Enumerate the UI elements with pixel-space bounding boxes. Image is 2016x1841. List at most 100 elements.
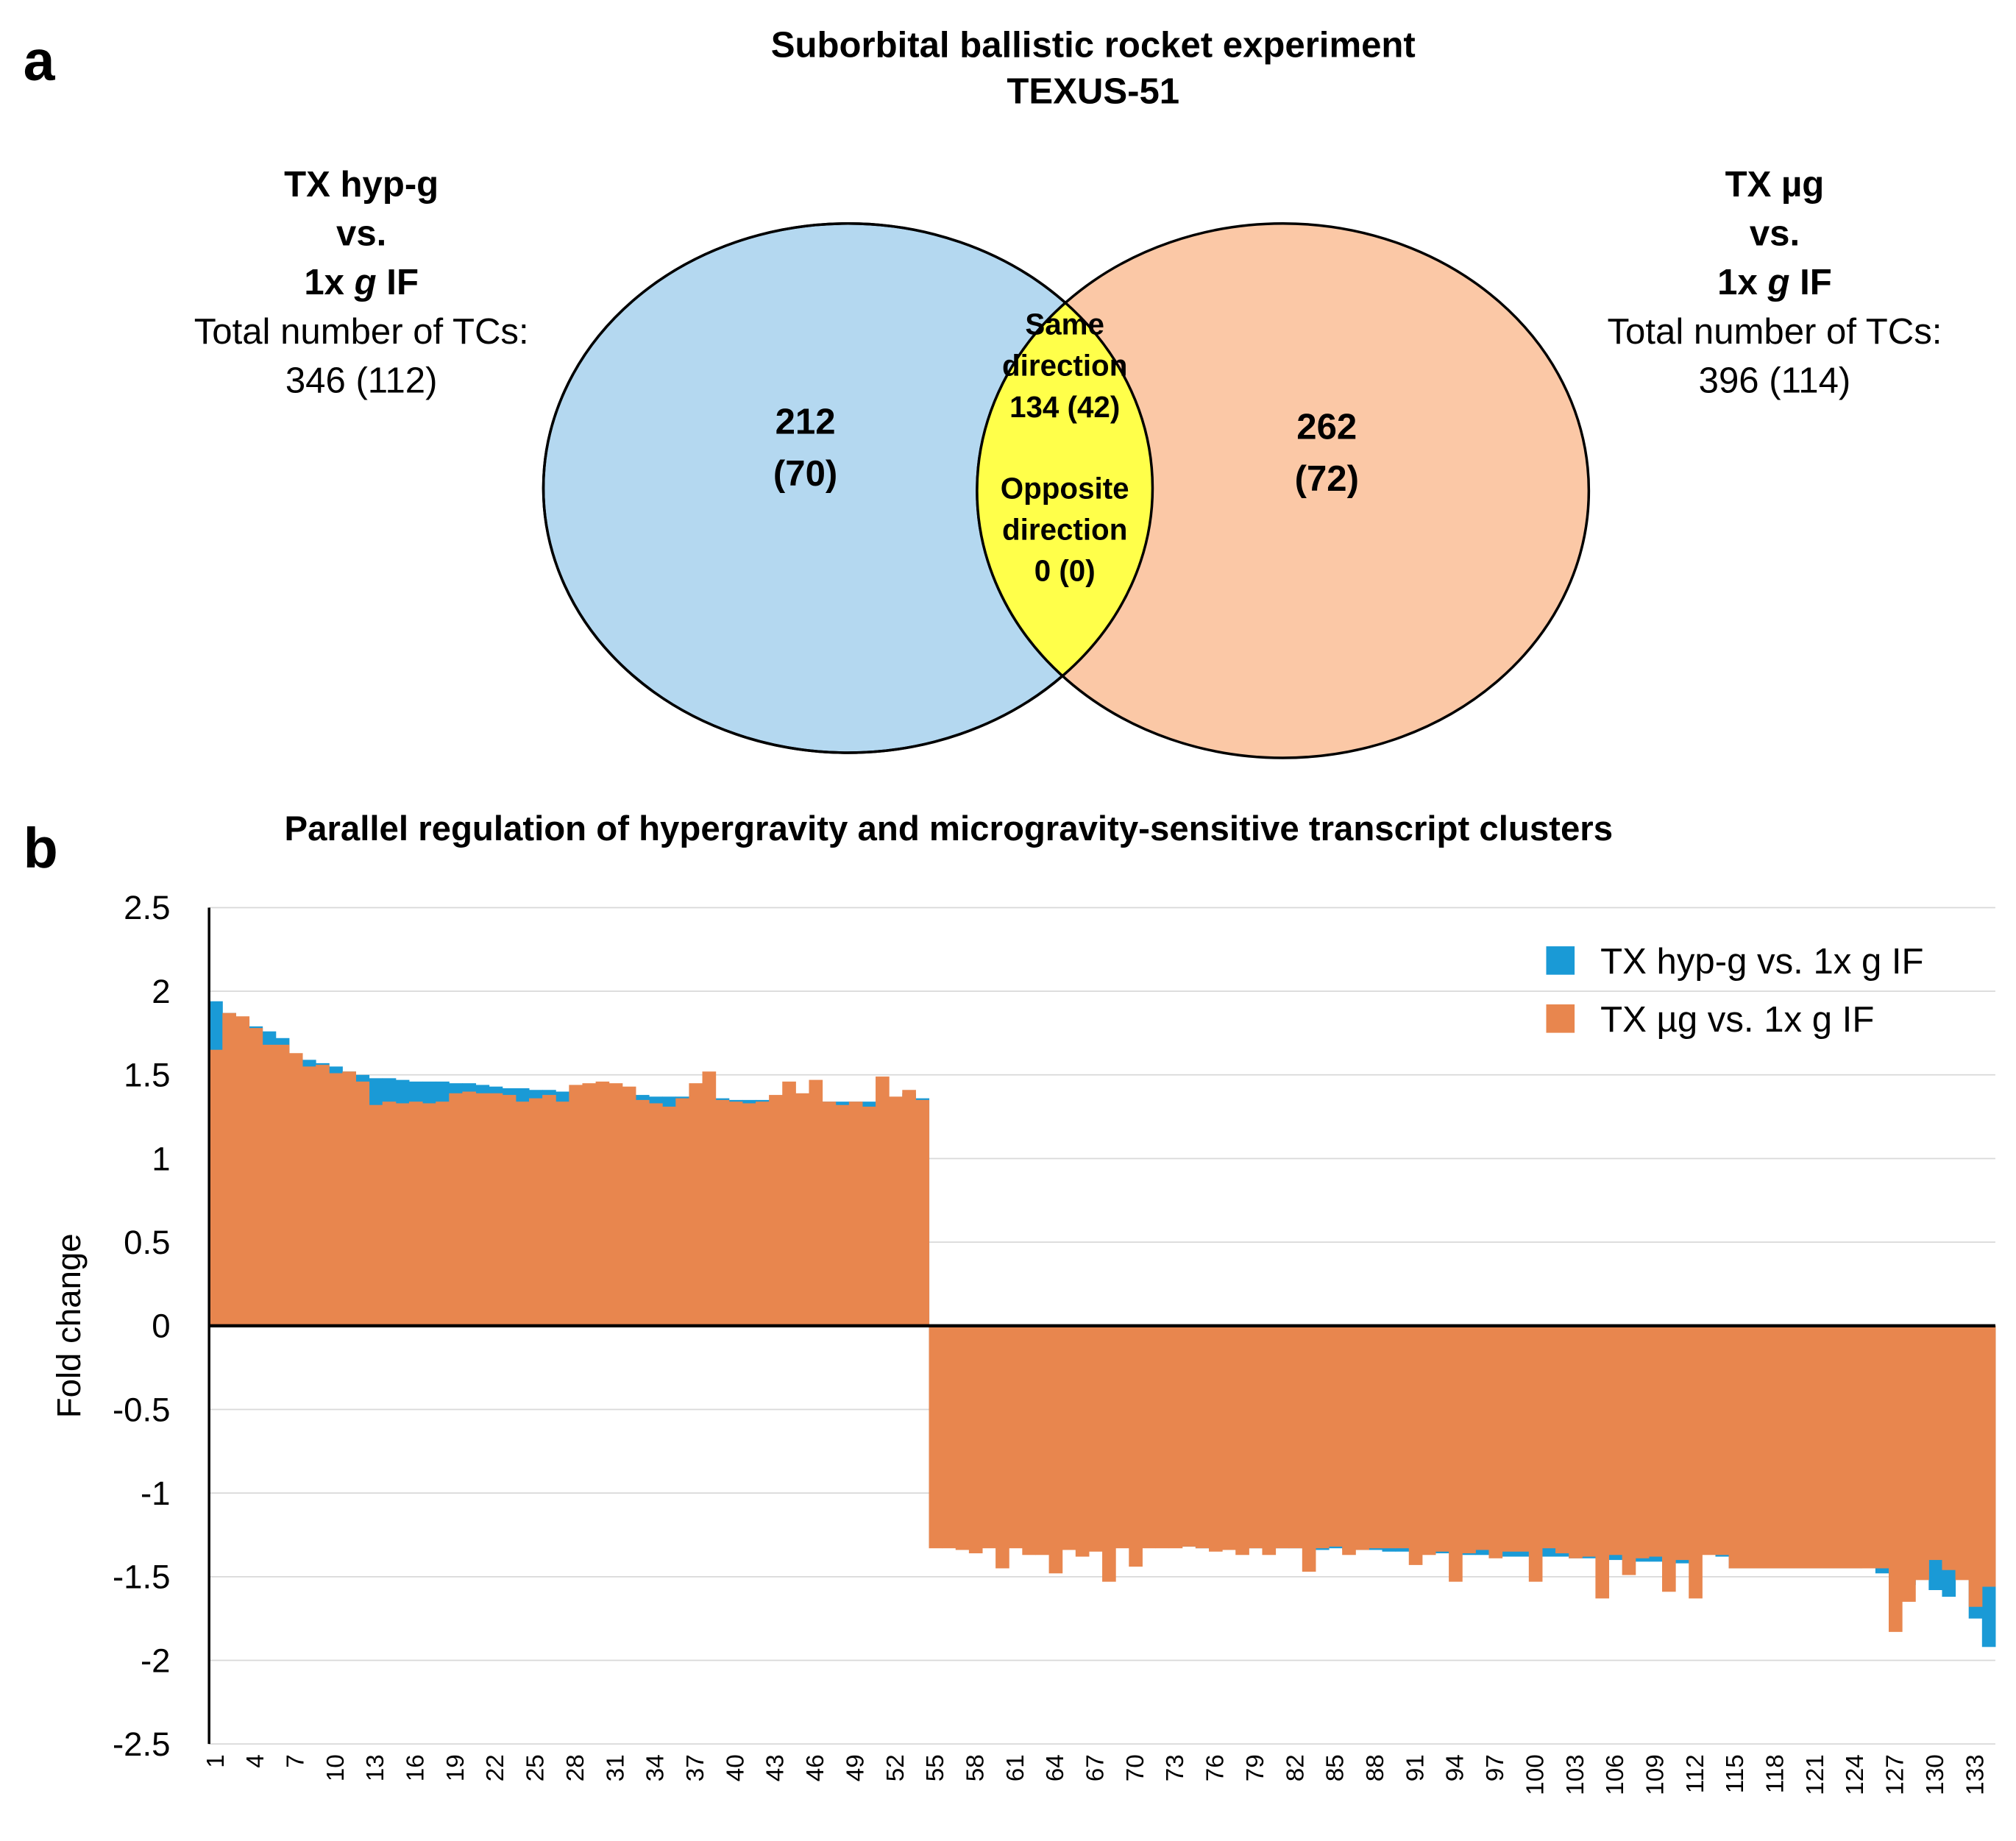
x-tick-label: 7	[282, 1754, 309, 1768]
right-only-count: 262	[1296, 408, 1357, 447]
bar	[1022, 1325, 1036, 1556]
bar	[595, 1081, 610, 1326]
bar	[1342, 1325, 1356, 1556]
bar	[968, 1325, 983, 1553]
right-total-label: Total number of TCs:	[1608, 312, 1942, 352]
x-tick-label: 25	[522, 1754, 550, 1781]
bar	[942, 1325, 956, 1549]
bar	[1875, 1325, 1889, 1569]
bar	[1129, 1325, 1143, 1567]
overlap-label: direction	[1002, 349, 1127, 383]
bar	[1182, 1325, 1196, 1547]
bar	[1689, 1325, 1703, 1599]
bar	[1395, 1325, 1410, 1549]
x-tick-label: 61	[1002, 1754, 1029, 1781]
bar	[1449, 1325, 1463, 1582]
y-tick-label: 1.5	[124, 1057, 170, 1094]
overlap-label: direction	[1002, 513, 1127, 547]
bar	[355, 1081, 370, 1326]
bar	[1048, 1325, 1063, 1574]
bar	[569, 1085, 583, 1326]
bar	[1275, 1325, 1290, 1549]
bar	[715, 1099, 730, 1326]
x-tick-label: 22	[482, 1754, 509, 1781]
bar	[1502, 1325, 1516, 1552]
bar	[755, 1102, 770, 1326]
bar	[1848, 1325, 1863, 1569]
text: g	[1767, 263, 1789, 302]
bar	[1928, 1325, 1942, 1561]
bar	[222, 1012, 236, 1326]
bar	[675, 1098, 689, 1326]
bar	[1475, 1325, 1489, 1550]
bar	[528, 1098, 543, 1326]
bar	[235, 1016, 250, 1326]
bar	[1822, 1325, 1836, 1569]
legend-label: TX µg vs. 1x g IF	[1600, 1000, 1874, 1040]
x-tick-label: 85	[1322, 1754, 1349, 1781]
bar	[995, 1325, 1009, 1569]
y-tick-label: 2.5	[124, 889, 170, 926]
bar	[449, 1093, 463, 1326]
bar	[502, 1095, 517, 1326]
x-tick-label: 115	[1722, 1754, 1749, 1793]
bar	[395, 1103, 410, 1326]
bar	[275, 1044, 290, 1326]
x-tick-label: 94	[1442, 1754, 1469, 1781]
y-tick-label: 0	[152, 1308, 170, 1345]
bar	[1782, 1325, 1796, 1569]
bar	[635, 1099, 650, 1326]
bar	[1702, 1325, 1716, 1556]
bar	[689, 1083, 703, 1326]
bar	[556, 1102, 569, 1326]
bar	[1422, 1325, 1436, 1556]
bar	[1355, 1325, 1369, 1550]
bar	[1861, 1325, 1876, 1569]
bar	[1235, 1325, 1249, 1556]
x-tick-label: 106	[1602, 1754, 1629, 1795]
bar	[876, 1076, 890, 1326]
bar	[862, 1106, 876, 1326]
bar	[702, 1071, 717, 1326]
bar	[436, 1102, 450, 1326]
left-set-outline	[542, 221, 1154, 754]
x-tick-label: 91	[1402, 1754, 1429, 1781]
bar	[582, 1083, 597, 1326]
x-tick-label: 1	[202, 1754, 230, 1768]
bar	[1222, 1325, 1236, 1550]
bar	[795, 1093, 809, 1326]
right-condition: 1x g IF	[1717, 263, 1832, 302]
bar	[1661, 1325, 1676, 1592]
bar	[1102, 1325, 1116, 1582]
bar	[1809, 1325, 1822, 1569]
bar	[1075, 1325, 1090, 1557]
bar	[1208, 1325, 1223, 1552]
legend-swatch	[1546, 946, 1575, 975]
right-heading: vs.	[1750, 214, 1800, 254]
x-tick-label: 70	[1122, 1754, 1149, 1781]
bar	[1302, 1325, 1316, 1572]
bar	[475, 1093, 490, 1326]
bar	[316, 1065, 330, 1326]
bar	[1608, 1325, 1623, 1556]
bar	[1382, 1325, 1396, 1549]
bar	[1648, 1325, 1663, 1557]
x-tick-label: 127	[1882, 1754, 1909, 1795]
bar	[1062, 1325, 1076, 1550]
bar	[982, 1325, 996, 1549]
x-tick-label: 37	[682, 1754, 709, 1781]
bar	[835, 1104, 850, 1326]
x-tick-label: 49	[842, 1754, 869, 1781]
bar	[1968, 1325, 1983, 1607]
bar	[1035, 1325, 1050, 1556]
bar	[1195, 1325, 1210, 1549]
overlap-count: 134 (42)	[1009, 390, 1120, 424]
bar	[1088, 1325, 1103, 1552]
x-tick-label: 133	[1962, 1754, 1989, 1795]
bar	[489, 1093, 503, 1326]
bar	[1488, 1325, 1503, 1558]
bar	[288, 1053, 303, 1326]
bar	[1249, 1325, 1263, 1549]
x-tick-label: 130	[1922, 1754, 1949, 1795]
